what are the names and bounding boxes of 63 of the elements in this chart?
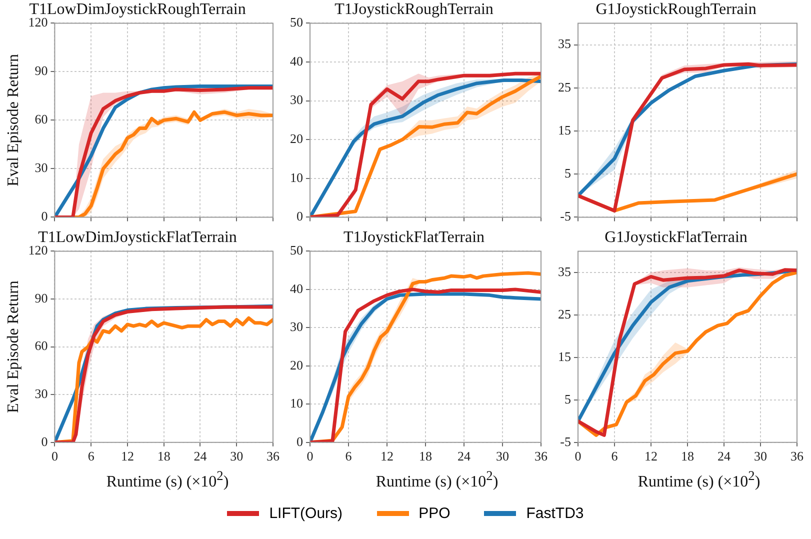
x-tick-label: 18 bbox=[681, 448, 694, 464]
x-tick-label: 6 bbox=[88, 448, 95, 464]
y-tick-label: 0 bbox=[41, 434, 48, 449]
y-tick-label: 90 bbox=[34, 63, 48, 78]
x-tick-label: 6 bbox=[345, 448, 352, 464]
x-axis-title: Runtime (s) (×10$^{2}$) bbox=[105, 468, 230, 492]
y-tick-label: 15 bbox=[558, 122, 571, 138]
y-tick-label: 5 bbox=[564, 166, 571, 181]
y-tick-label: 20 bbox=[290, 131, 303, 146]
y-tick-label: 5 bbox=[564, 391, 571, 406]
x-tick-label: 12 bbox=[120, 448, 134, 464]
x-tick-label: 12 bbox=[380, 448, 394, 464]
y-tick-label: 40 bbox=[290, 53, 303, 68]
legend-label: PPO bbox=[418, 505, 450, 522]
x-tick-label: 0 bbox=[306, 448, 314, 464]
y-tick-label: 15 bbox=[558, 348, 571, 364]
chart-title: G1JoystickRoughTerrain bbox=[596, 0, 756, 18]
x-tick-label: 6 bbox=[611, 448, 618, 464]
y-axis-title: Eval Episode Return bbox=[4, 54, 22, 186]
y-tick-label: 10 bbox=[290, 170, 303, 185]
chart-title: G1JoystickFlatTerrain bbox=[604, 228, 748, 246]
x-tick-label: 36 bbox=[534, 448, 548, 464]
legend-label: FastTD3 bbox=[526, 505, 584, 522]
x-tick-label: 36 bbox=[790, 448, 804, 464]
x-tick-label: 24 bbox=[194, 448, 208, 464]
x-tick-label: 36 bbox=[266, 448, 280, 464]
x-tick-label: 30 bbox=[496, 448, 509, 464]
x-tick-label: 30 bbox=[754, 448, 767, 464]
x-tick-label: 24 bbox=[458, 448, 471, 464]
y-tick-label: 20 bbox=[290, 357, 303, 372]
x-axis-title: Runtime (s) (×10$^{2}$) bbox=[636, 468, 762, 492]
x-tick-label: 18 bbox=[419, 448, 432, 464]
y-tick-label: 90 bbox=[34, 290, 48, 306]
y-tick-label: 30 bbox=[34, 160, 48, 176]
x-tick-label: 0 bbox=[51, 448, 58, 464]
x-tick-label: 12 bbox=[644, 448, 658, 464]
x-axis-title: Runtime (s) (×10$^{2}$) bbox=[374, 468, 500, 492]
chart-title: T1JoystickFlatTerrain bbox=[343, 228, 485, 246]
y-tick-label: 60 bbox=[34, 112, 48, 127]
x-tick-label: 30 bbox=[230, 448, 244, 464]
y-tick-label: 25 bbox=[558, 79, 571, 94]
y-tick-label: 30 bbox=[34, 386, 48, 402]
y-tick-label: -5 bbox=[560, 434, 571, 449]
y-tick-label: -5 bbox=[560, 208, 571, 224]
x-tick-label: 0 bbox=[574, 448, 582, 464]
y-tick-label: 30 bbox=[290, 319, 303, 334]
x-tick-label: 24 bbox=[718, 448, 731, 464]
legend-label: LIFT(Ours) bbox=[269, 505, 343, 522]
y-axis-title: Eval Episode Return bbox=[4, 280, 22, 414]
y-tick-label: 10 bbox=[290, 396, 303, 411]
y-tick-label: 60 bbox=[34, 338, 48, 354]
chart-title: T1JoystickRoughTerrain bbox=[334, 0, 494, 18]
y-tick-label: 30 bbox=[290, 92, 303, 108]
y-tick-label: 35 bbox=[558, 264, 571, 279]
y-tick-label: 0 bbox=[296, 208, 303, 224]
y-tick-label: 0 bbox=[41, 208, 48, 224]
y-tick-label: 25 bbox=[558, 306, 571, 322]
x-tick-label: 18 bbox=[157, 448, 170, 464]
y-tick-label: 0 bbox=[296, 434, 303, 449]
y-tick-label: 35 bbox=[558, 36, 571, 52]
y-tick-label: 50 bbox=[290, 242, 303, 258]
y-tick-label: 50 bbox=[290, 14, 303, 30]
y-tick-label: 40 bbox=[290, 280, 303, 296]
